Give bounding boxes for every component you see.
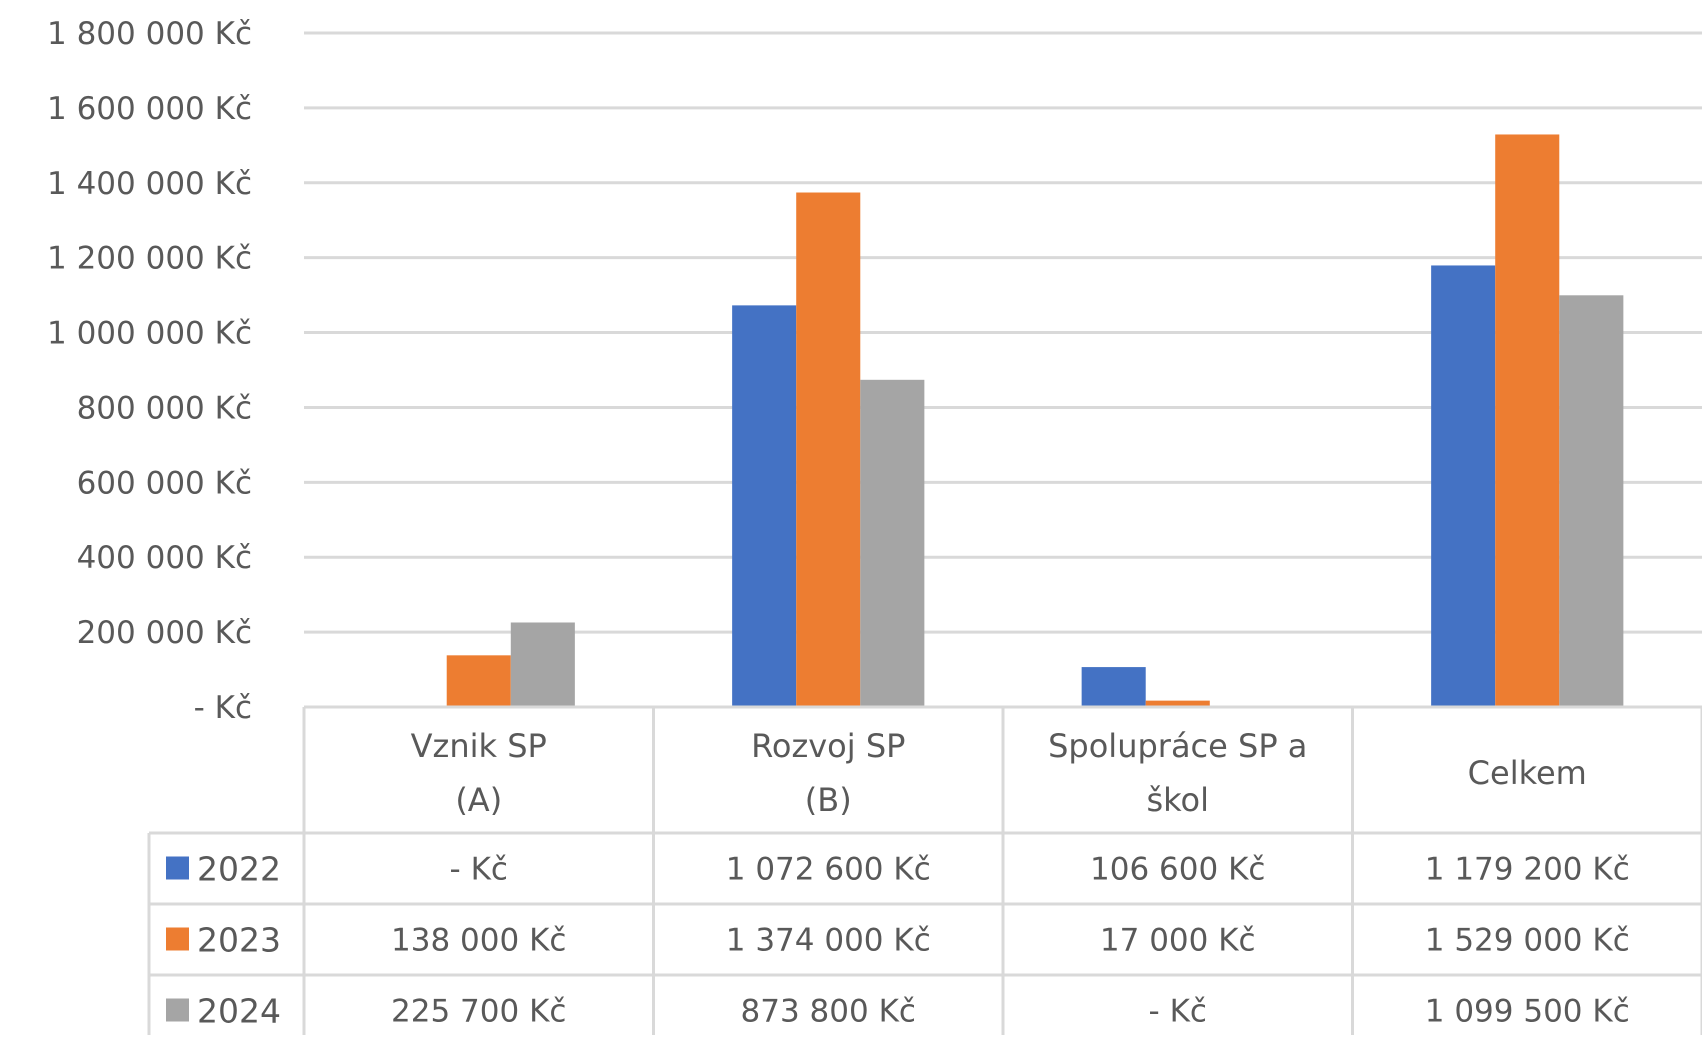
data-label: - Kč xyxy=(1149,994,1207,1030)
data-label: 106 600 Kč xyxy=(1090,852,1265,888)
data-label: 873 800 Kč xyxy=(741,994,916,1030)
data-label: 1 529 000 Kč xyxy=(1425,923,1630,959)
bar-2022-3 xyxy=(1431,265,1496,707)
category-label: Rozvoj SP xyxy=(751,727,905,765)
category-label: (A) xyxy=(455,781,502,819)
y-tick-label: 800 000 Kč xyxy=(77,390,252,426)
series-name: 2024 xyxy=(197,992,281,1031)
data-label: 138 000 Kč xyxy=(391,923,566,959)
data-label: 17 000 Kč xyxy=(1100,923,1256,959)
bar-2022-2 xyxy=(1081,667,1146,707)
y-tick-label: - Kč xyxy=(194,690,252,726)
series-name: 2022 xyxy=(197,850,281,889)
category-label: škol xyxy=(1146,781,1209,819)
y-tick-label: 1 800 000 Kč xyxy=(47,16,252,52)
category-label: Spolupráce SP a xyxy=(1048,727,1307,765)
y-tick-label: 600 000 Kč xyxy=(77,465,252,501)
bar-2023-1 xyxy=(796,192,861,708)
category-label: Celkem xyxy=(1468,754,1587,792)
bar-2023-2 xyxy=(1145,700,1210,707)
data-label: 1 099 500 Kč xyxy=(1425,994,1630,1030)
data-label: 1 072 600 Kč xyxy=(726,852,931,888)
data-label: - Kč xyxy=(450,852,508,888)
bar-2024-3 xyxy=(1559,295,1624,707)
data-label: 1 374 000 Kč xyxy=(726,923,931,959)
category-label: (B) xyxy=(805,781,852,819)
legend-key-2023 xyxy=(166,927,189,951)
series-name: 2023 xyxy=(197,921,281,960)
category-label: Vznik SP xyxy=(411,727,547,765)
legend-key-2022 xyxy=(166,856,189,880)
y-tick-label: 1 600 000 Kč xyxy=(47,91,252,127)
y-tick-label: 1 000 000 Kč xyxy=(47,316,252,352)
legend-key-2024 xyxy=(166,998,189,1022)
bar-2024-0 xyxy=(510,622,575,707)
data-label: 1 179 200 Kč xyxy=(1425,852,1630,888)
y-tick-label: 400 000 Kč xyxy=(77,540,252,576)
y-tick-label: 1 200 000 Kč xyxy=(47,241,252,277)
y-tick-label: 200 000 Kč xyxy=(77,615,252,651)
bar-2023-3 xyxy=(1495,134,1560,708)
bar-2022-1 xyxy=(732,305,797,707)
bar-2023-0 xyxy=(446,655,511,707)
data-label: 225 700 Kč xyxy=(391,994,566,1030)
y-tick-label: 1 400 000 Kč xyxy=(47,166,252,202)
bar-2024-1 xyxy=(860,379,925,707)
